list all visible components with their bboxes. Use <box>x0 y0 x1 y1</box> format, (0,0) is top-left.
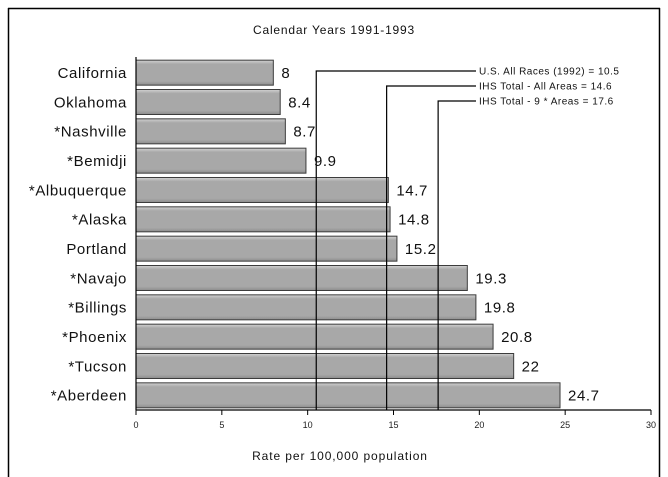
bar-alaska <box>135 206 391 233</box>
bar-california <box>135 59 274 86</box>
value-label-phoenix: 20.8 <box>501 329 533 346</box>
reference-line-label-1: U.S. All Races (1992) = 10.5 <box>479 67 619 78</box>
bar-tucson <box>135 353 515 379</box>
x-tick-label-0: 0 <box>133 420 138 430</box>
reference-line-2 <box>386 85 476 410</box>
reference-line-label-3: IHS Total - 9 * Areas = 17.6 <box>479 97 614 108</box>
x-tick-label-15: 15 <box>388 420 398 430</box>
value-label-oklahoma: 8.4 <box>288 94 311 111</box>
reference-line-label-2: IHS Total - All Areas = 14.6 <box>479 82 612 93</box>
bar-nashville <box>135 118 286 145</box>
bar-aberdeen <box>135 382 561 409</box>
x-tick-label-5: 5 <box>219 420 224 430</box>
bar-bemidji <box>135 147 307 174</box>
category-label-nashville: *Nashville <box>54 124 127 141</box>
value-label-aberdeen: 24.7 <box>568 388 600 405</box>
x-tick-label-25: 25 <box>560 420 570 430</box>
x-tick-label-20: 20 <box>474 420 484 430</box>
category-label-aberdeen: *Aberdeen <box>51 388 127 405</box>
x-axis-title: Rate per 100,000 population <box>252 449 428 463</box>
chart-title: Calendar Years 1991-1993 <box>253 23 415 37</box>
category-label-bemidji: *Bemidji <box>67 153 127 170</box>
value-label-albuquerque: 14.7 <box>396 182 428 199</box>
bar-albuquerque <box>135 177 389 203</box>
bars <box>135 59 561 409</box>
category-label-albuquerque: *Albuquerque <box>29 182 127 199</box>
value-label-portland: 15.2 <box>405 241 437 258</box>
reference-line-1 <box>315 70 476 410</box>
category-label-california: California <box>58 65 127 82</box>
category-label-portland: Portland <box>66 241 127 258</box>
bar-labels: California 8 Oklahoma 8.4 *Nashville 8.7 *Bemi… <box>29 65 600 405</box>
bar-phoenix <box>135 323 494 350</box>
value-label-alaska: 14.8 <box>398 212 430 229</box>
category-label-phoenix: *Phoenix <box>62 329 127 346</box>
category-label-tucson: *Tucson <box>68 358 127 375</box>
value-label-tucson: 22 <box>522 358 540 375</box>
axes: 0 5 10 15 20 25 30 <box>133 57 656 430</box>
bar-navajo <box>135 265 468 291</box>
chart-frame <box>7 7 661 477</box>
x-tick-label-10: 10 <box>303 420 313 430</box>
x-tick-label-30: 30 <box>646 420 656 430</box>
value-label-bemidji: 9.9 <box>314 153 337 170</box>
reference-lines: U.S. All Races (1992) = 10.5 IHS Total - … <box>315 67 619 410</box>
value-label-nashville: 8.7 <box>293 124 316 141</box>
category-label-alaska: *Alaska <box>72 212 127 229</box>
value-label-navajo: 19.3 <box>475 270 507 287</box>
bar-portland <box>135 235 398 262</box>
value-label-billings: 19.8 <box>484 300 516 317</box>
reference-line-3 <box>437 100 476 410</box>
bar-oklahoma <box>135 89 281 115</box>
category-label-oklahoma: Oklahoma <box>54 94 127 111</box>
bar-billings <box>135 294 477 321</box>
category-label-billings: *Billings <box>68 300 127 317</box>
value-label-california: 8 <box>281 65 290 82</box>
category-label-navajo: *Navajo <box>70 270 127 287</box>
